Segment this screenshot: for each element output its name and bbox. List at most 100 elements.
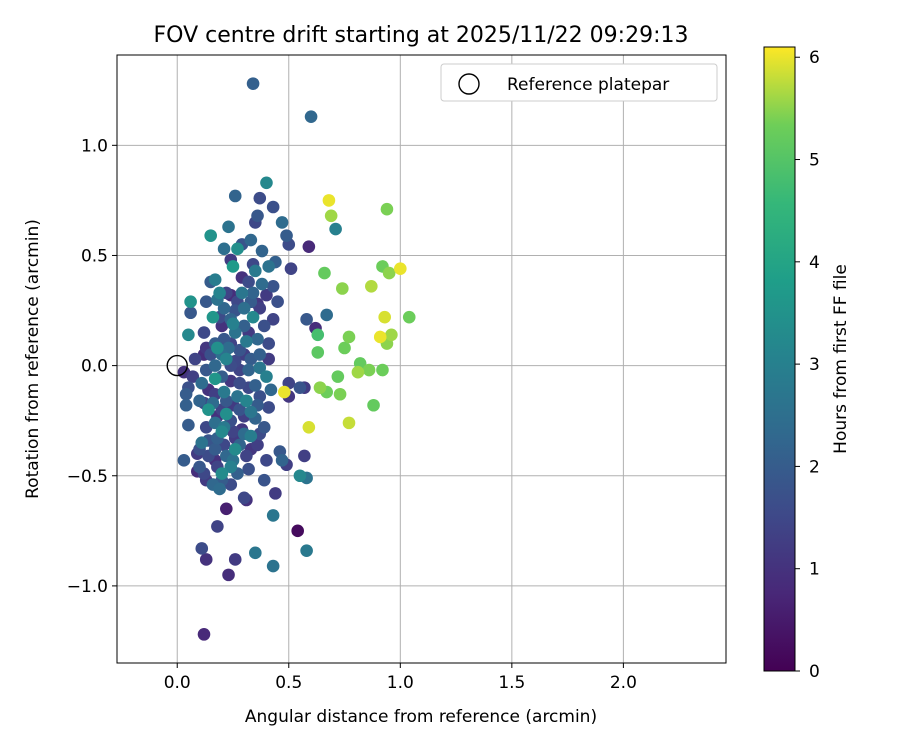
colorbar-tick-label: 1 <box>809 560 820 580</box>
drift-point <box>291 524 304 538</box>
drift-point <box>226 317 240 331</box>
drift-point <box>226 260 240 273</box>
drift-point <box>367 398 380 412</box>
drift-point <box>266 200 280 214</box>
colorbar-gradient <box>763 46 796 672</box>
drift-point <box>186 370 200 383</box>
drift-point <box>385 328 398 342</box>
drift-point <box>179 387 193 401</box>
drift-point <box>324 209 338 223</box>
colorbar-tick-label: 0 <box>809 662 820 682</box>
drift-point <box>213 482 226 496</box>
drift-point <box>260 288 273 302</box>
y-tick-label: 0.0 <box>81 357 108 377</box>
drift-point <box>242 275 255 289</box>
drift-point <box>244 405 258 419</box>
drift-point <box>313 381 327 394</box>
drift-point <box>240 449 253 463</box>
drift-point <box>240 335 253 348</box>
drift-point <box>260 370 273 383</box>
drift-point <box>304 110 318 123</box>
x-tick-label: 2.0 <box>610 673 637 693</box>
drift-point <box>378 310 391 324</box>
colorbar-tick-label: 2 <box>809 457 820 477</box>
drift-point <box>211 520 224 533</box>
drift-point <box>311 328 325 342</box>
drift-point <box>182 328 195 342</box>
colorbar-tick-label: 3 <box>809 355 820 375</box>
drift-point <box>233 343 246 357</box>
drift-point <box>275 454 289 467</box>
drift-point <box>373 330 387 344</box>
drift-point <box>222 568 235 582</box>
drift-point <box>257 420 271 434</box>
drift-point <box>251 438 264 452</box>
drift-point <box>284 262 298 275</box>
drift-point <box>253 302 267 315</box>
y-tick-label: −0.5 <box>67 467 108 487</box>
drift-point <box>251 332 264 346</box>
drift-point <box>293 381 307 394</box>
drift-point <box>193 394 206 408</box>
drift-point <box>253 361 267 375</box>
x-axis-ticks: 0.0 0.5 1.0 1.5 2.0 <box>164 663 637 693</box>
drift-point <box>394 262 407 275</box>
drift-point <box>255 244 269 258</box>
drift-point <box>188 352 202 366</box>
drift-point <box>302 420 316 434</box>
y-tick-label: 1.0 <box>81 136 108 156</box>
drift-point <box>266 280 280 293</box>
drift-point <box>262 260 275 273</box>
drift-point <box>244 429 258 443</box>
drift-point <box>179 398 193 412</box>
drift-point <box>275 216 289 229</box>
drift-point <box>215 467 229 480</box>
drift-point <box>269 487 282 500</box>
legend-reference-marker <box>458 73 480 95</box>
drift-point <box>182 418 195 432</box>
colorbar-tick-label: 5 <box>809 151 820 171</box>
drift-point <box>237 302 251 315</box>
reference-platepar-marker <box>166 354 188 377</box>
drift-point <box>278 385 291 399</box>
drift-point <box>231 242 244 256</box>
drift-point <box>333 387 347 401</box>
drift-point <box>376 363 389 377</box>
legend-box <box>440 63 718 102</box>
colorbar-label: Hours from first FF file <box>831 264 851 454</box>
x-axis-label: Angular distance from reference (arcmin) <box>245 707 597 727</box>
drift-point <box>293 469 307 483</box>
drift-point <box>240 394 253 408</box>
drift-point <box>217 242 231 256</box>
chart-title: FOV centre drift starting at 2025/11/22 … <box>154 23 689 48</box>
drift-point <box>242 363 255 377</box>
drift-point <box>217 385 231 399</box>
colorbar-tick-label: 4 <box>809 253 820 273</box>
drift-point <box>235 286 249 300</box>
drift-point <box>311 346 325 359</box>
drift-point <box>362 363 376 377</box>
y-axis-label: Rotation from reference (arcmin) <box>23 219 43 499</box>
drift-point <box>331 370 345 383</box>
colorbar-ticks: 0 1 2 3 4 5 6 <box>795 48 820 682</box>
drift-point <box>228 553 242 566</box>
drift-point <box>220 352 233 366</box>
drift-point <box>271 295 284 309</box>
drift-point <box>208 273 222 286</box>
drift-point <box>351 365 365 379</box>
drift-point <box>342 330 356 344</box>
drift-point <box>228 443 242 456</box>
drift-point <box>237 491 251 505</box>
colorbar-tick-label: 6 <box>809 48 820 68</box>
drift-point <box>253 191 267 205</box>
drift-point <box>257 473 271 487</box>
drift-point <box>257 319 271 333</box>
drift-point <box>380 202 394 216</box>
legend: Reference platepar <box>440 63 718 102</box>
drift-point <box>211 341 224 355</box>
drift-point <box>246 310 260 324</box>
drift-point <box>197 326 211 339</box>
drift-point <box>233 403 246 416</box>
drift-point <box>262 337 275 350</box>
